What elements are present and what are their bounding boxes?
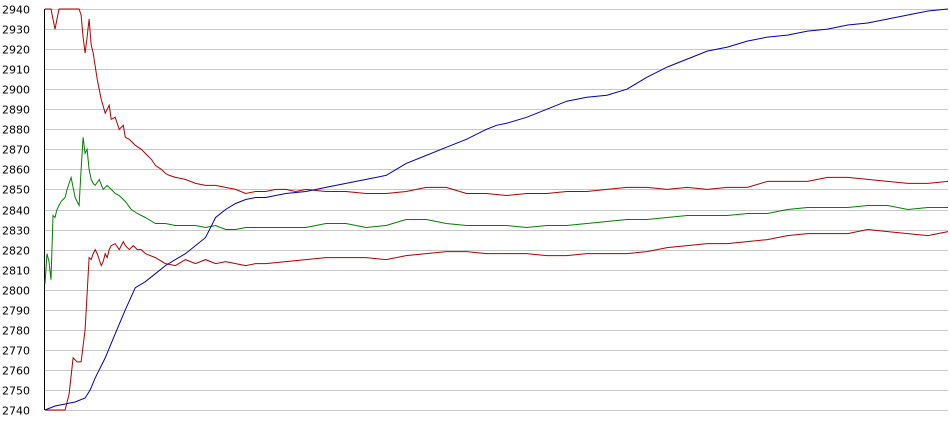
series-line-1 xyxy=(45,8,949,197)
y-tick-label: 2940 xyxy=(2,4,30,17)
y-tick-label: 2750 xyxy=(2,385,30,398)
y-tick-label: 2910 xyxy=(2,64,30,77)
grid-lines xyxy=(45,9,948,411)
series-1 xyxy=(45,8,949,197)
series-3 xyxy=(45,228,949,411)
y-tick-label: 2870 xyxy=(2,144,30,157)
series-lines xyxy=(44,8,949,411)
y-tick-label: 2800 xyxy=(2,285,30,298)
y-tick-label: 2890 xyxy=(2,104,30,117)
y-tick-label: 2770 xyxy=(2,345,30,358)
y-tick-label: 2900 xyxy=(2,84,30,97)
y-tick-label: 2880 xyxy=(2,124,30,137)
y-axis-tick-labels: 2740 2750 2760 2770 2780 2790 2800 2810 2820 2830… xyxy=(2,4,30,418)
y-tick-label: 2790 xyxy=(2,305,30,318)
y-tick-label: 2810 xyxy=(2,265,30,278)
y-tick-label: 2920 xyxy=(2,44,30,57)
series-4 xyxy=(44,8,949,411)
y-tick-label: 2760 xyxy=(2,365,30,378)
y-tick-label: 2740 xyxy=(2,405,30,418)
y-tick-label: 2850 xyxy=(2,184,30,197)
y-tick-label: 2830 xyxy=(2,225,30,238)
series-line-2 xyxy=(44,137,948,284)
series-line-3 xyxy=(45,228,949,411)
y-tick-label: 2780 xyxy=(2,325,30,338)
y-tick-label: 2860 xyxy=(2,164,30,177)
y-tick-label: 2930 xyxy=(2,24,30,37)
series-2 xyxy=(44,137,948,284)
series-line-4 xyxy=(44,8,949,411)
y-tick-label: 2840 xyxy=(2,205,30,218)
y-tick-label: 2820 xyxy=(2,245,30,258)
